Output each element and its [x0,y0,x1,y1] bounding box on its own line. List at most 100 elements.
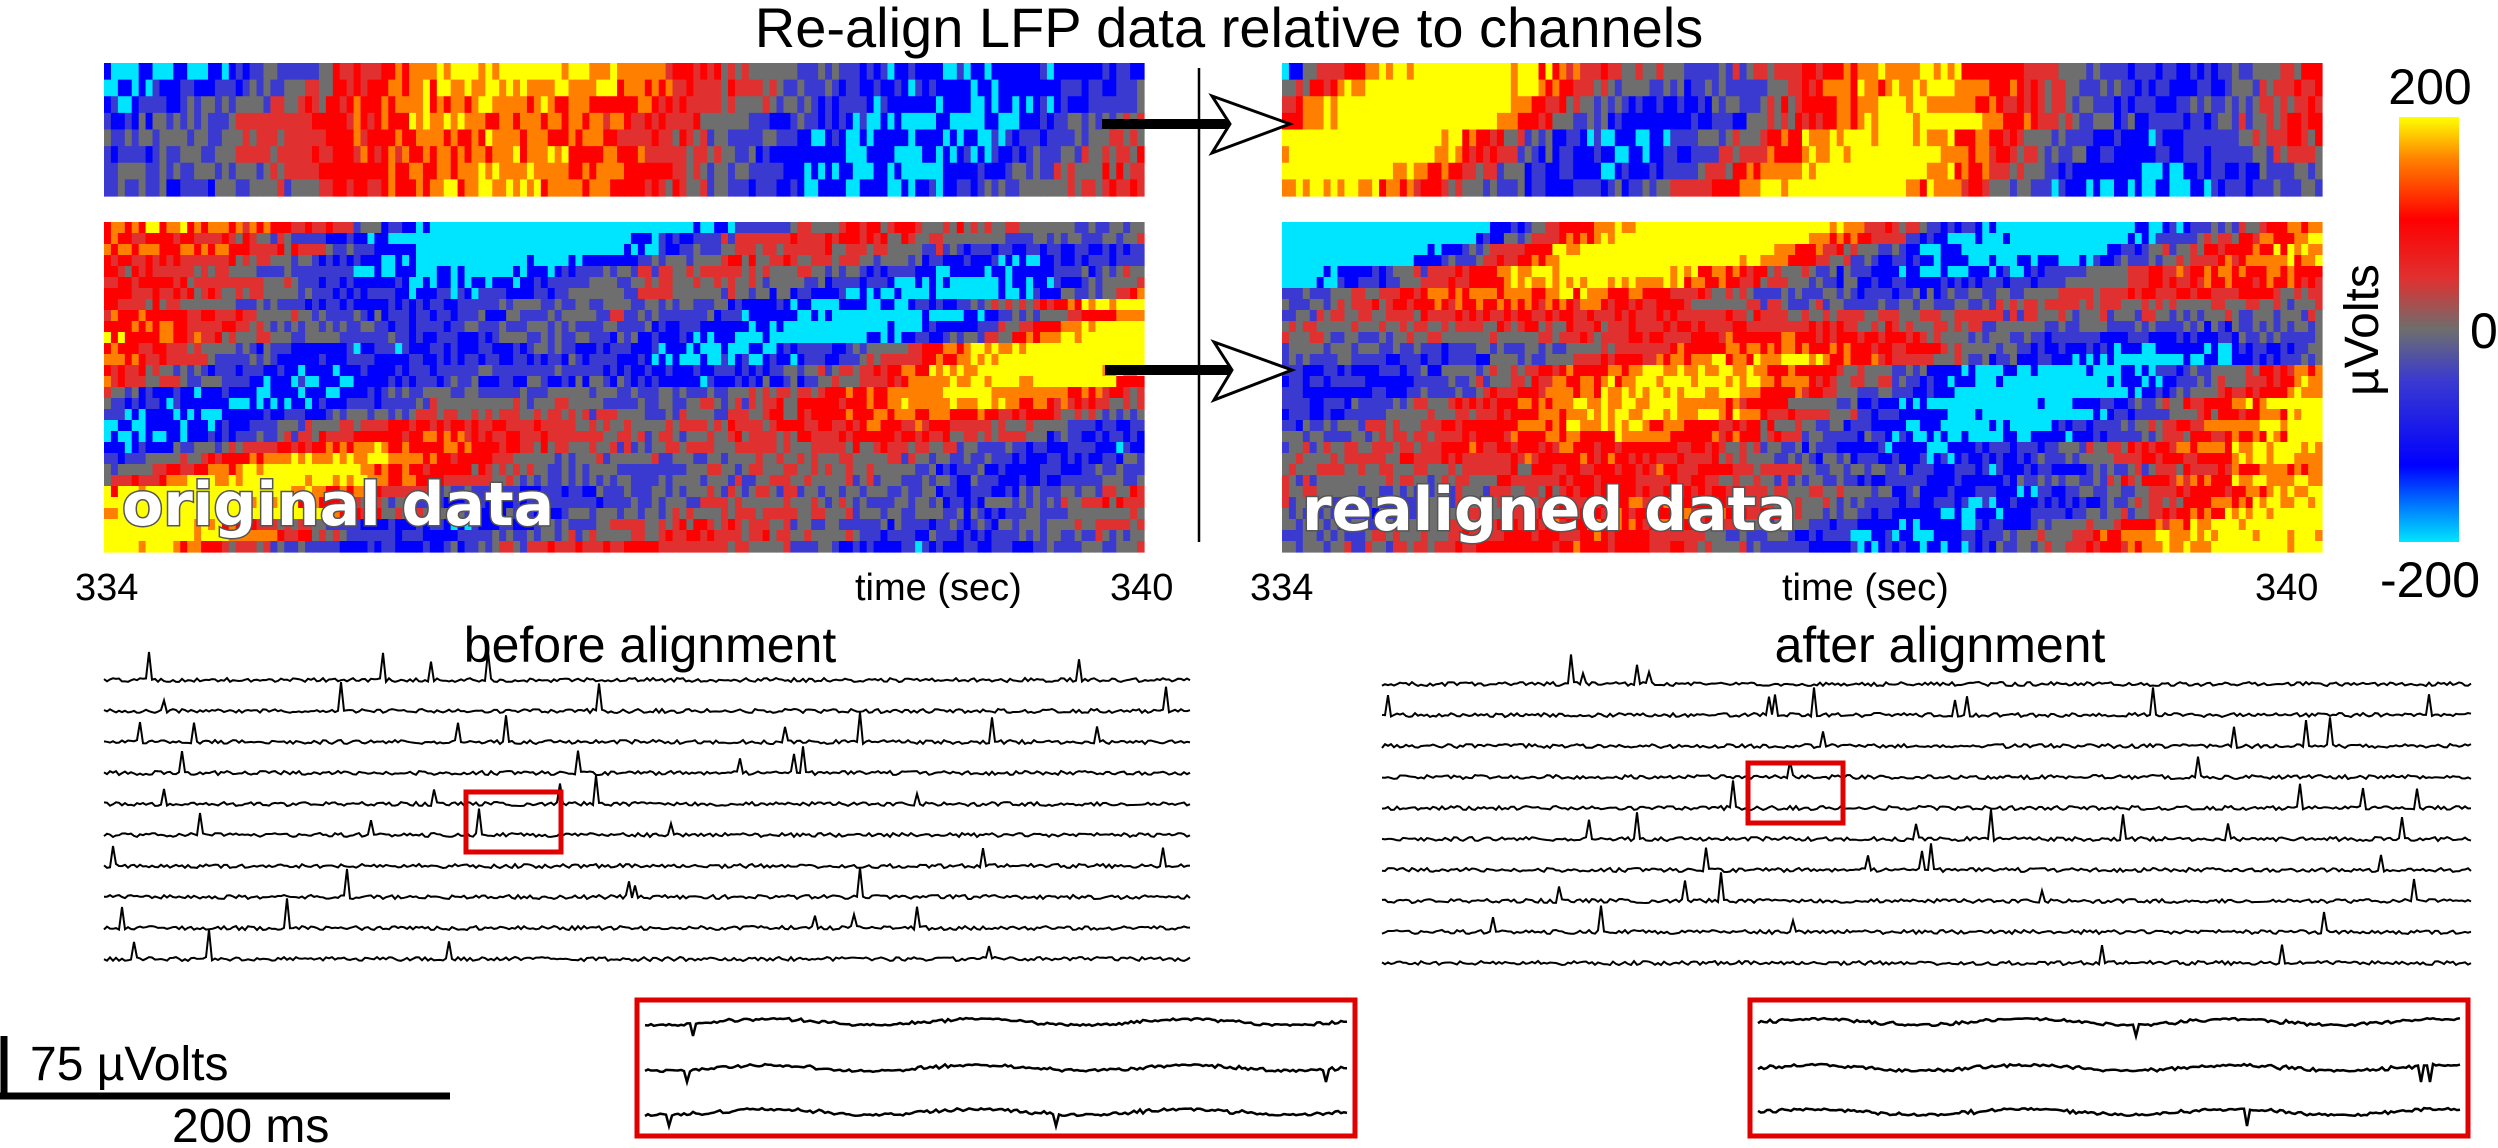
heatmap-cell [873,486,882,498]
heatmap-cell [658,442,667,454]
heatmap-cell [485,420,493,432]
heatmap-cell [409,398,417,410]
heatmap-cell [402,431,410,443]
heatmap-cell [617,321,625,333]
heatmap-cell [686,96,694,114]
heatmap-cell [173,288,181,300]
heatmap-cell [367,442,375,454]
heatmap-cell [353,398,362,410]
heatmap-cell [1060,332,1069,344]
heatmap-cell [263,299,271,311]
heatmap-cell [887,96,895,114]
heatmap-cell [624,453,632,465]
heatmap-cell [152,129,161,147]
heatmap-cell [305,431,313,443]
heatmap-cell [429,486,438,498]
heatmap-cell [721,398,729,410]
heatmap-cell [388,96,396,114]
heatmap-cell [339,146,348,164]
heatmap-cell [1081,343,1090,355]
heatmap-cell [110,162,119,180]
heatmap-cell [734,146,743,164]
heatmap-cell [110,398,119,410]
heatmap-cell [818,277,826,289]
heatmap-cell [721,63,729,81]
heatmap-cell [700,343,708,355]
heatmap-cell [1074,222,1083,234]
heatmap-cell [499,233,507,245]
heatmap-cell [221,112,230,131]
heatmap-cell [1088,398,1097,410]
heatmap-cell [728,453,736,465]
heatmap-cell [201,129,209,147]
heatmap-cell [755,453,764,465]
heatmap-cell [506,146,514,164]
heatmap-cell [104,146,112,164]
heatmap-cell [838,222,847,234]
heatmap-cell [748,409,757,421]
heatmap-cell [422,288,431,300]
heatmap-cell [291,112,299,131]
heatmap-cell [312,497,320,509]
heatmap-cell [381,486,389,498]
heatmap-cell [755,420,764,432]
heatmap-cell [492,146,500,164]
heatmap-cell [804,431,812,443]
heatmap-cell [977,79,986,97]
heatmap-cell [457,255,466,267]
heatmap-cell [700,387,708,399]
heatmap-cell [1012,486,1020,498]
heatmap-cell [471,486,479,498]
heatmap-cell [700,288,708,300]
heatmap-cell [818,354,826,366]
heatmap-cell [339,321,348,333]
heatmap-cell [367,464,375,476]
heatmap-cell [1046,310,1055,322]
heatmap-cell [520,475,528,487]
heatmap-cell [513,431,521,443]
heatmap-cell [492,398,500,410]
heatmap-cell [1074,79,1083,97]
heatmap-cell [1026,310,1034,322]
heatmap-cell [832,255,840,267]
heatmap-cell [665,310,674,322]
heatmap-cell [533,244,542,256]
heatmap-cell [630,277,639,289]
heatmap-cell [117,453,126,465]
heatmap-cell [714,409,722,421]
heatmap-cell [1102,332,1110,344]
heatmap-cell [526,96,535,114]
heatmap-cell [332,354,341,366]
heatmap-cell [1095,310,1103,322]
heatmap-cell [180,79,188,97]
heatmap-cell [970,222,979,234]
heatmap-cell [221,365,230,377]
heatmap-cell [1130,162,1138,180]
heatmap-cell [1067,129,1076,147]
heatmap-cell [1053,420,1062,432]
heatmap-cell [804,266,812,278]
heatmap-cell [838,129,847,147]
heatmap-cell [124,486,133,498]
heatmap-cell [547,420,556,432]
heatmap-cell [859,431,868,443]
heatmap-cell [825,79,833,97]
heatmap-cell [1116,475,1124,487]
heatmap-cell [1046,146,1055,164]
heatmap-cell [339,299,348,311]
heatmap-cell [991,299,999,311]
heatmap-cell [838,63,847,81]
heatmap-cell [256,376,265,388]
heatmap-cell [1046,409,1055,421]
heatmap-cell [610,420,618,432]
heatmap-cell [117,442,126,454]
heatmap-cell [984,387,993,399]
heatmap-cell [263,321,271,333]
heatmap-cell [686,442,694,454]
heatmap-cell [700,112,708,131]
heatmap-cell [513,442,521,454]
heatmap-cell [700,266,708,278]
heatmap-cell [859,453,868,465]
heatmap-cell [450,321,459,333]
heatmap-cell [949,112,958,131]
